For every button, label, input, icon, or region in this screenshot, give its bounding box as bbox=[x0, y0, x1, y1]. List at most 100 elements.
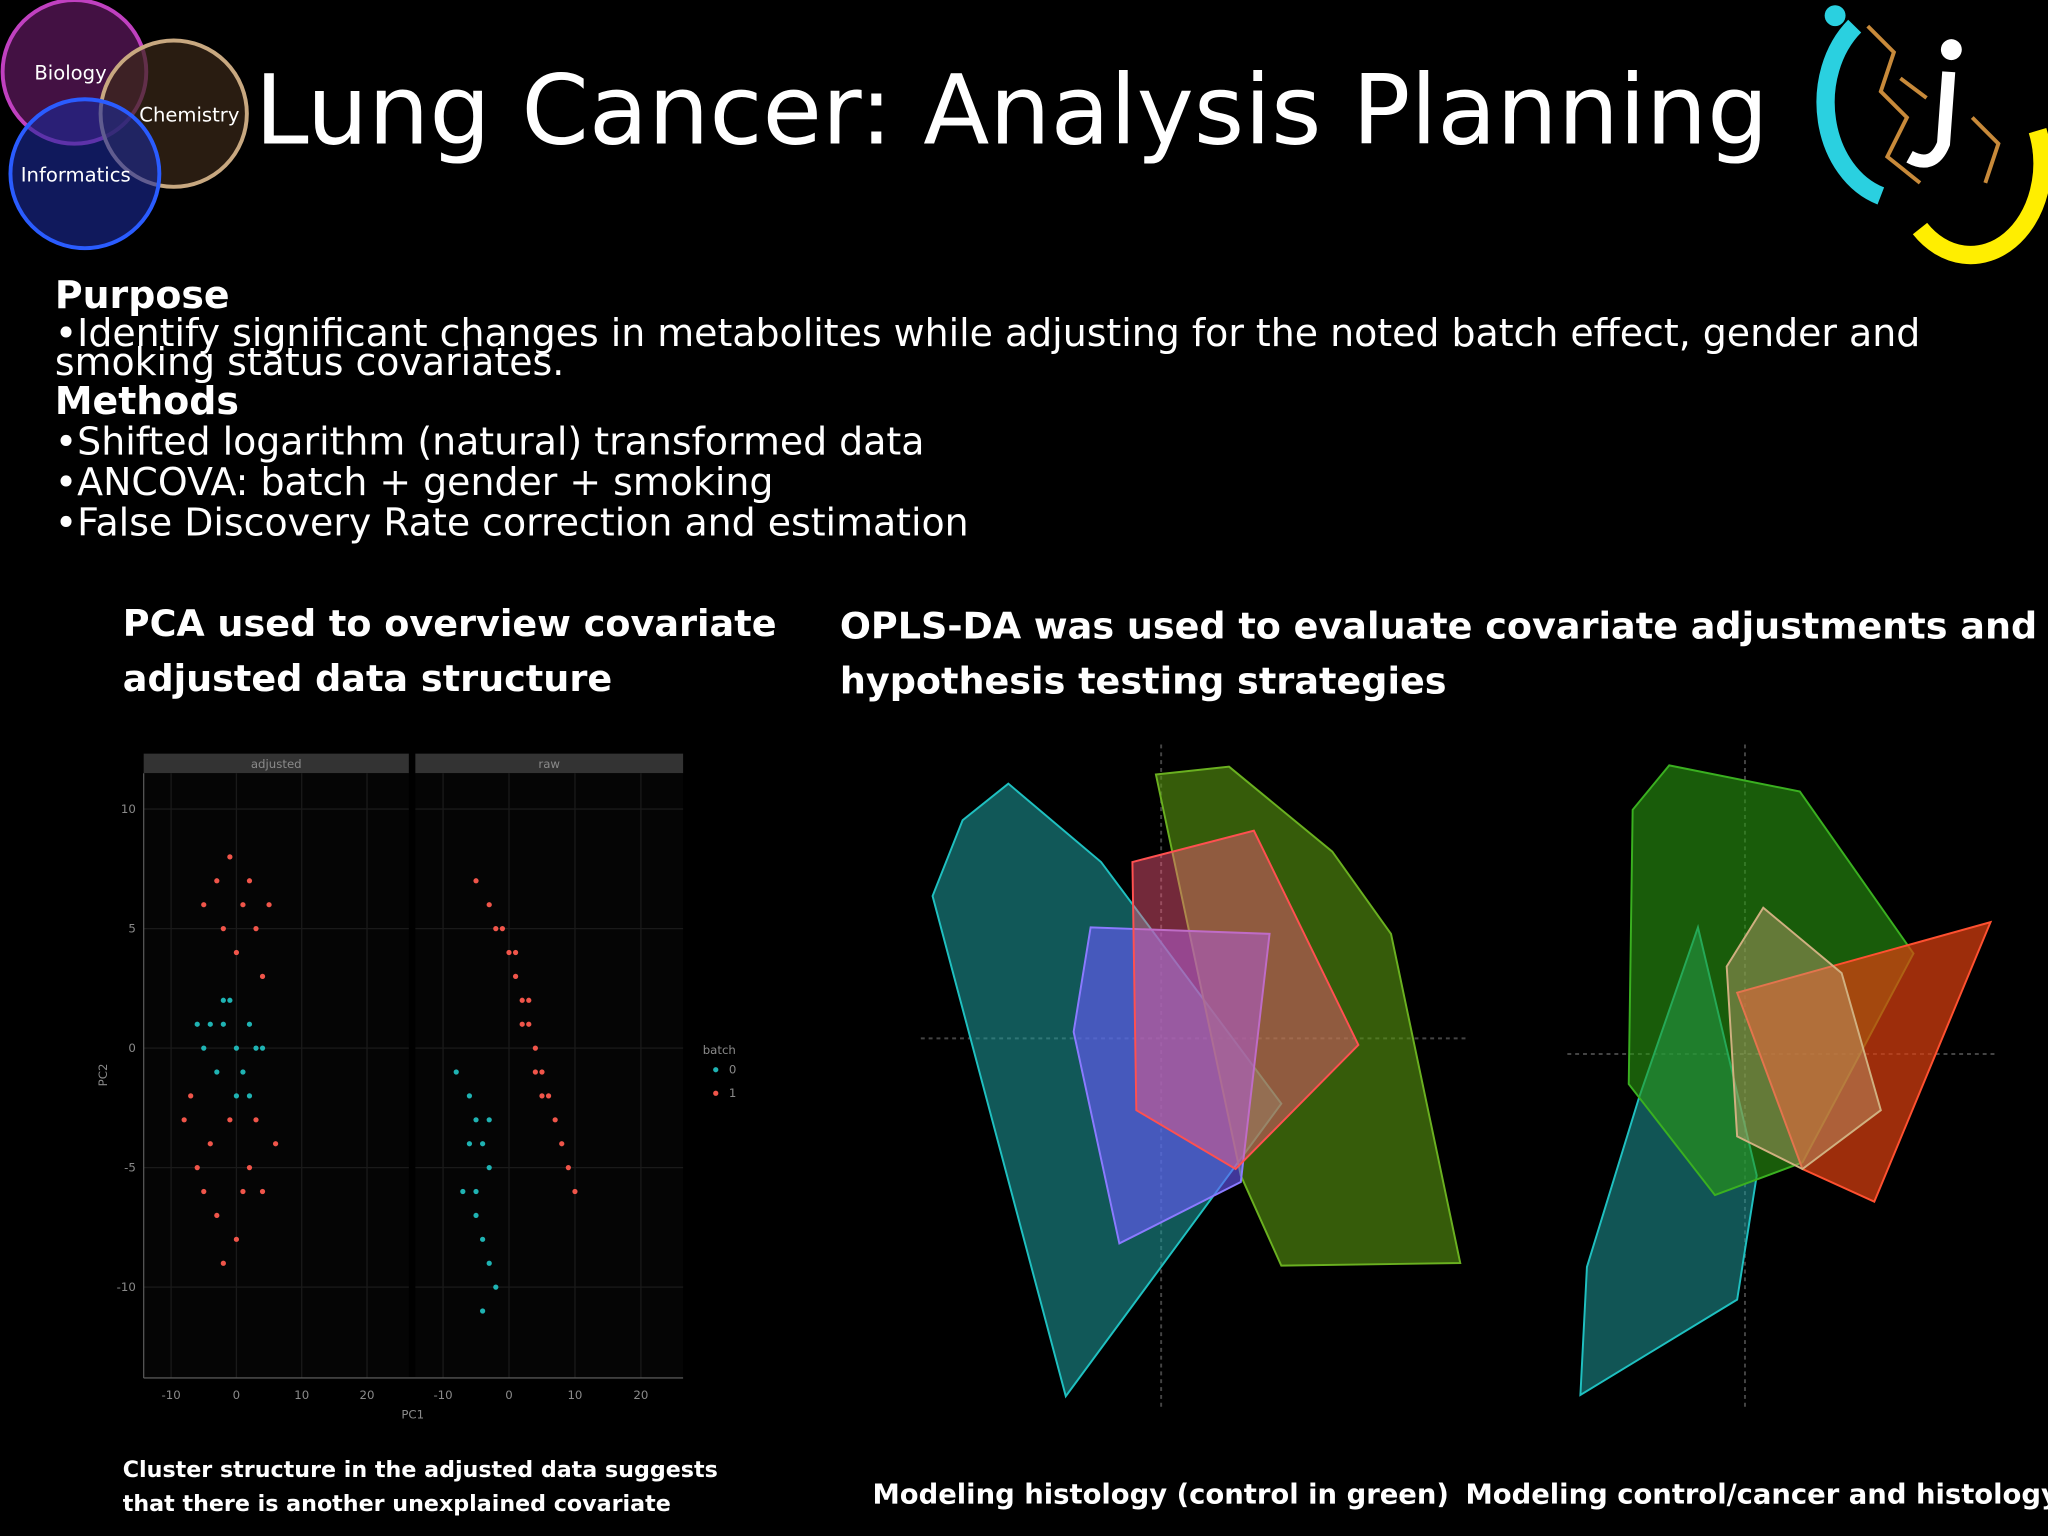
opls-caption: Modeling control/cancer and histology bbox=[1465, 1479, 2048, 1510]
logo-dot bbox=[1824, 5, 1846, 27]
point bbox=[220, 1021, 226, 1027]
logo-arc bbox=[1816, 19, 1885, 205]
point bbox=[188, 1093, 194, 1099]
point bbox=[559, 1141, 565, 1147]
point bbox=[207, 1021, 213, 1027]
point bbox=[526, 1021, 532, 1027]
point bbox=[466, 1141, 473, 1147]
point bbox=[253, 1117, 259, 1123]
point bbox=[253, 925, 259, 932]
pca-caption: Cluster structure in the adjusted data s… bbox=[123, 1457, 718, 1483]
point bbox=[473, 1188, 479, 1195]
point bbox=[220, 1260, 226, 1266]
purpose-line: •Identify significant changes in metabol… bbox=[55, 311, 1920, 355]
purpose-line: smoking status covariates. bbox=[55, 340, 564, 384]
point bbox=[493, 1284, 499, 1290]
point bbox=[227, 1117, 233, 1123]
x-axis-label: PC1 bbox=[401, 1407, 424, 1421]
point bbox=[259, 1188, 266, 1195]
point bbox=[512, 973, 519, 980]
venn-circle bbox=[8, 97, 162, 251]
x-tick-label: 20 bbox=[633, 1388, 648, 1402]
point bbox=[473, 1212, 479, 1219]
point bbox=[233, 949, 240, 956]
opls-caption: Modeling histology (control in green) bbox=[872, 1479, 1448, 1510]
opls-heading: hypothesis testing strategies bbox=[840, 660, 1447, 703]
group-hull bbox=[1131, 829, 1360, 1171]
point bbox=[266, 902, 272, 908]
opls-plot bbox=[920, 744, 1470, 1411]
legend-title: batch bbox=[703, 1043, 736, 1057]
legend-swatch bbox=[713, 1090, 719, 1096]
group-hull bbox=[1154, 765, 1462, 1267]
x-tick-label: 0 bbox=[233, 1388, 240, 1402]
point bbox=[480, 1236, 486, 1242]
point bbox=[519, 1021, 525, 1027]
venn-label: Chemistry bbox=[139, 103, 239, 126]
x-tick-label: -10 bbox=[433, 1388, 452, 1402]
opls-plot bbox=[1567, 744, 1996, 1411]
point bbox=[214, 1069, 220, 1075]
point bbox=[480, 1308, 486, 1314]
group-hull bbox=[1735, 920, 1993, 1203]
y-axis-label: PC2 bbox=[96, 1064, 110, 1087]
point bbox=[253, 1045, 259, 1051]
logo-molecule bbox=[1866, 24, 2001, 185]
x-tick-label: -10 bbox=[162, 1388, 181, 1402]
y-tick-label: -5 bbox=[124, 1161, 136, 1175]
slide-title: Lung Cancer: Analysis Planning bbox=[255, 54, 1769, 167]
legend-label: 1 bbox=[729, 1086, 736, 1100]
point bbox=[539, 1093, 545, 1099]
point bbox=[240, 1188, 246, 1195]
point bbox=[473, 1117, 479, 1123]
point bbox=[233, 1236, 240, 1242]
point bbox=[526, 997, 532, 1003]
group-hull bbox=[1072, 926, 1271, 1245]
point bbox=[220, 997, 226, 1003]
y-tick-label: 10 bbox=[121, 802, 136, 816]
point bbox=[486, 1260, 492, 1266]
point bbox=[246, 1021, 253, 1027]
corner-logo bbox=[1816, 5, 2048, 265]
point bbox=[207, 1141, 213, 1147]
point bbox=[201, 902, 207, 908]
strip bbox=[415, 753, 684, 774]
point bbox=[499, 925, 506, 932]
point bbox=[545, 1093, 552, 1099]
point bbox=[460, 1188, 466, 1195]
logo-stem bbox=[1906, 71, 1956, 168]
point bbox=[519, 997, 525, 1003]
point bbox=[486, 1117, 492, 1123]
point bbox=[480, 1141, 486, 1147]
point bbox=[246, 1165, 253, 1171]
panel-title: raw bbox=[538, 757, 560, 771]
panel-title: adjusted bbox=[251, 757, 302, 771]
point bbox=[194, 1021, 200, 1027]
point bbox=[486, 1165, 492, 1171]
legend-label: 0 bbox=[729, 1063, 736, 1077]
point bbox=[565, 1165, 571, 1171]
point bbox=[453, 1069, 459, 1075]
point bbox=[201, 1045, 207, 1051]
section-heading: Methods bbox=[55, 379, 239, 423]
logo-dot bbox=[1940, 39, 1962, 61]
legend-swatch bbox=[713, 1067, 719, 1073]
point bbox=[572, 1188, 578, 1195]
x-tick-label: 0 bbox=[505, 1388, 512, 1402]
point bbox=[201, 1188, 207, 1195]
group-hull bbox=[1725, 906, 1882, 1171]
point bbox=[214, 878, 220, 884]
pca-heading: PCA used to overview covariate bbox=[123, 602, 777, 645]
x-tick-label: 10 bbox=[294, 1388, 309, 1402]
point bbox=[259, 973, 266, 980]
group-hull bbox=[1627, 764, 1915, 1197]
y-tick-label: -10 bbox=[117, 1280, 136, 1294]
point bbox=[194, 1165, 200, 1171]
plot-bg bbox=[143, 773, 409, 1378]
point bbox=[181, 1117, 187, 1123]
y-tick-label: 5 bbox=[128, 922, 135, 936]
point bbox=[220, 925, 226, 932]
